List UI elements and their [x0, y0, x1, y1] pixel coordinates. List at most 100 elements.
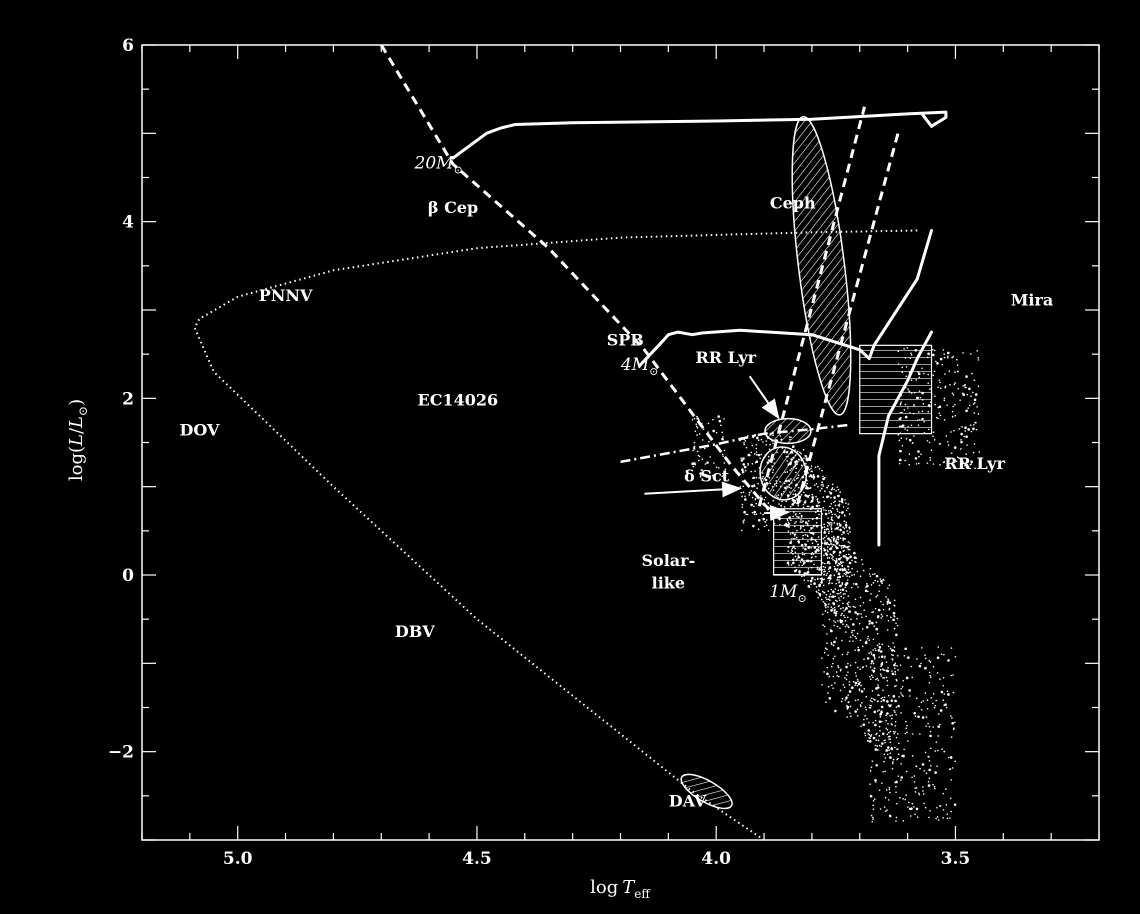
star-point [879, 808, 882, 810]
star-point [712, 429, 715, 433]
star-point [943, 353, 946, 355]
star-point [816, 498, 819, 500]
star-point [815, 482, 818, 485]
star-point [911, 676, 914, 679]
star-point [911, 755, 914, 757]
star-point [965, 409, 968, 413]
star-point [872, 669, 876, 673]
star-point [882, 603, 884, 606]
star-point [868, 652, 870, 654]
star-point [846, 579, 849, 581]
star-point [834, 568, 837, 571]
star-point [932, 463, 935, 465]
star-point [809, 474, 813, 477]
star-point [838, 494, 840, 497]
star-point [896, 758, 898, 761]
star-point [849, 531, 851, 533]
star-point [762, 441, 764, 443]
star-point [971, 372, 973, 375]
star-point [918, 792, 920, 795]
star-point [692, 449, 694, 452]
star-point [876, 677, 879, 680]
star-point [822, 475, 824, 478]
star-point [875, 739, 878, 741]
star-point [836, 592, 839, 595]
star-point [830, 510, 833, 513]
star-point [869, 622, 871, 625]
star-point [842, 511, 845, 513]
star-point [940, 653, 943, 656]
star-point [812, 498, 814, 501]
star-point [874, 723, 877, 727]
star-point [808, 494, 811, 497]
star-point [944, 703, 947, 706]
star-point [871, 820, 873, 823]
star-point [896, 665, 898, 667]
star-point [891, 767, 894, 770]
star-point [839, 669, 842, 672]
star-point [879, 673, 882, 676]
star-point [854, 611, 857, 614]
star-point [766, 519, 768, 521]
star-point [859, 704, 862, 706]
star-point [901, 694, 903, 696]
star-point [864, 732, 866, 735]
star-point [868, 706, 871, 709]
star-point [822, 624, 824, 626]
star-point [947, 693, 950, 696]
star-point [937, 725, 941, 728]
star-point [865, 625, 869, 629]
star-point [876, 749, 879, 751]
star-point [834, 528, 836, 530]
star-point [907, 740, 909, 742]
star-point [869, 794, 873, 798]
region-mira [859, 344, 933, 435]
star-point [952, 691, 955, 694]
star-point [841, 533, 843, 536]
star-point [821, 657, 823, 659]
star-point [920, 708, 923, 711]
star-point [859, 668, 862, 671]
star-point [823, 500, 826, 503]
star-point [954, 382, 956, 384]
star-point [827, 522, 830, 525]
star-point [835, 538, 838, 540]
star-point [867, 729, 871, 732]
star-point [848, 601, 850, 603]
star-point [834, 612, 838, 615]
star-point [832, 555, 834, 558]
star-point [877, 649, 881, 652]
star-point [829, 491, 833, 495]
star-point [930, 765, 932, 767]
star-point [827, 598, 830, 601]
star-point [850, 618, 852, 621]
star-point [831, 487, 834, 489]
star-point [855, 637, 858, 640]
star-point [904, 732, 907, 735]
star-point [873, 625, 875, 627]
star-point [966, 444, 968, 446]
star-point [910, 815, 912, 817]
star-point [907, 801, 910, 804]
star-point [876, 615, 880, 618]
star-point [836, 522, 839, 525]
star-point [936, 765, 938, 767]
star-point [839, 528, 842, 532]
star-point [967, 407, 970, 409]
star-point [880, 579, 883, 583]
star-point [861, 645, 864, 648]
star-point [828, 530, 830, 533]
star-point [827, 532, 830, 534]
star-point [856, 632, 859, 635]
star-point [744, 498, 747, 501]
star-point [937, 417, 939, 420]
star-point [866, 718, 868, 720]
star-point [812, 505, 814, 508]
star-point [833, 603, 835, 606]
star-point [844, 608, 847, 611]
star-point [934, 704, 937, 707]
star-point [862, 569, 865, 572]
star-point [842, 550, 845, 553]
star-point [883, 696, 886, 699]
star-point [852, 640, 854, 642]
